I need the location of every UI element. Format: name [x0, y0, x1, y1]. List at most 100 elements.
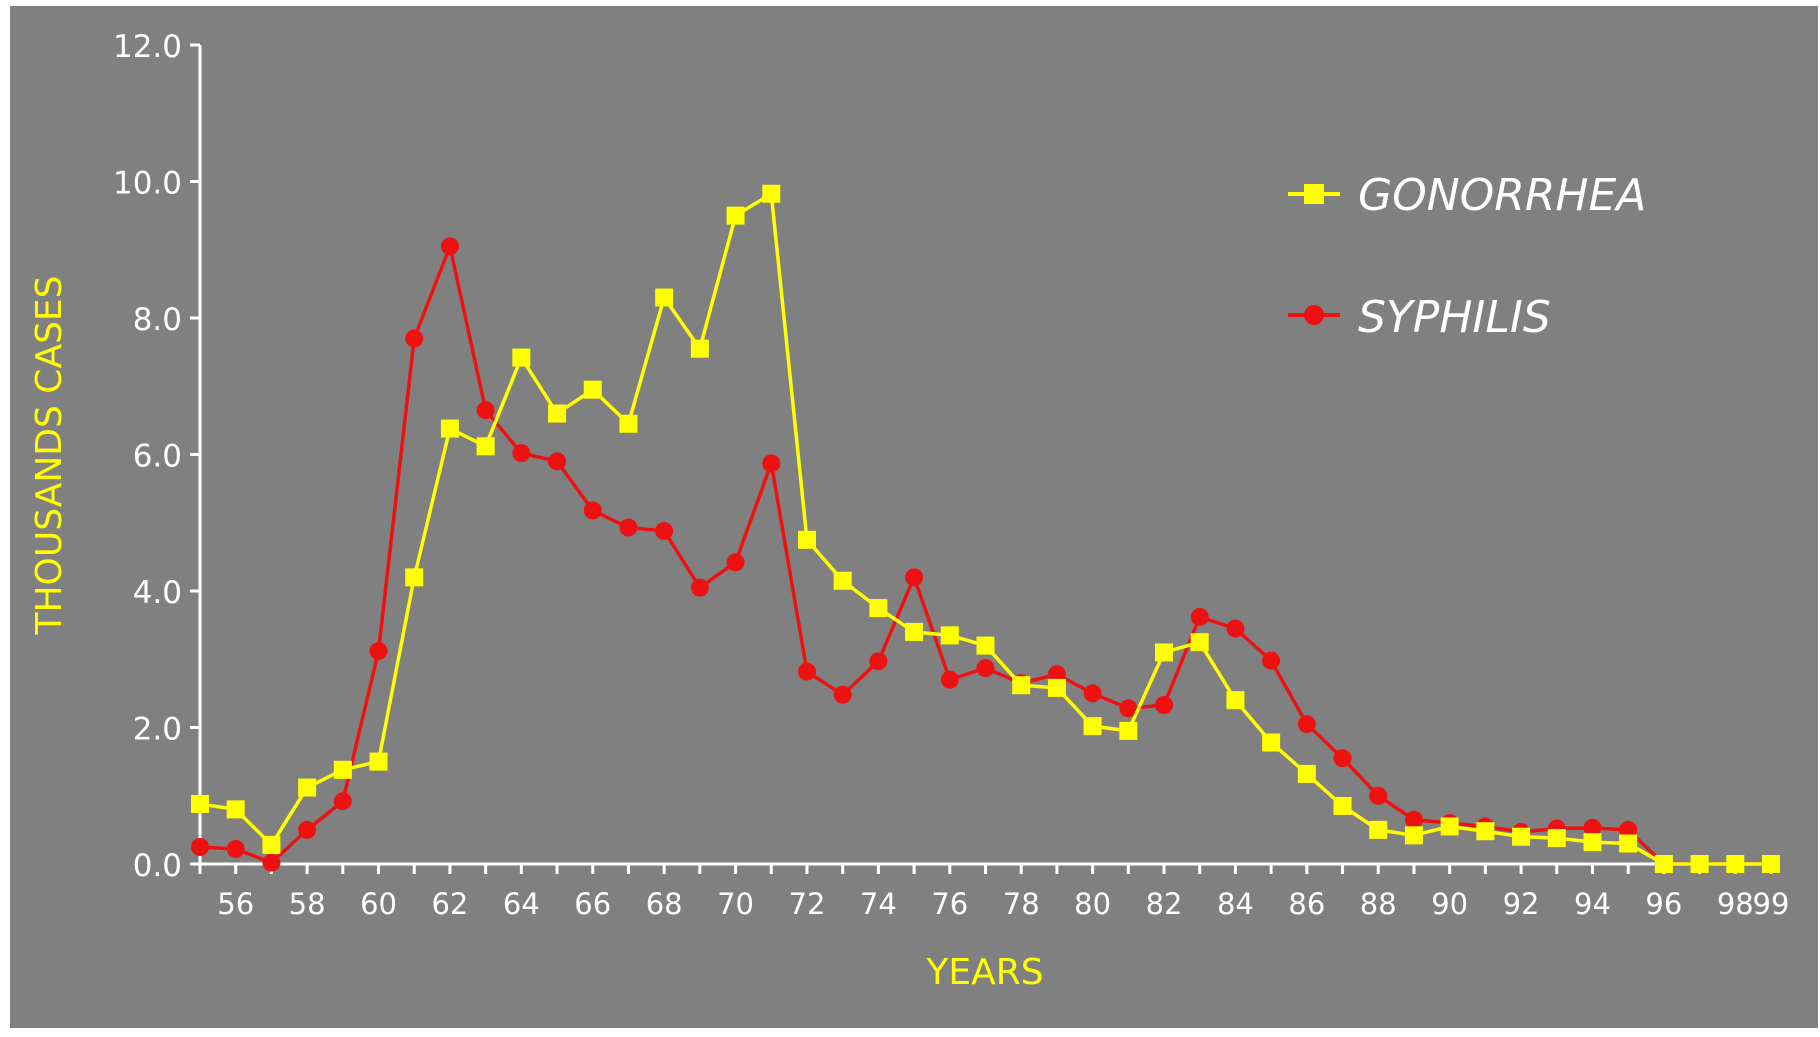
data-point-gonorrhea	[797, 530, 816, 549]
legend: GONORRHEA SYPHILIS	[1288, 170, 1646, 343]
data-point-syphilis	[1119, 699, 1138, 718]
data-point-syphilis	[1404, 810, 1423, 829]
x-tick-label: 62	[431, 887, 468, 921]
x-tick-label: 70	[717, 887, 754, 921]
x-tick-label: 92	[1503, 887, 1540, 921]
data-point-gonorrhea	[655, 288, 674, 307]
data-point-syphilis	[440, 237, 459, 256]
data-point-gonorrhea	[1262, 733, 1281, 752]
data-point-gonorrhea	[1726, 855, 1745, 873]
data-point-gonorrhea	[619, 414, 638, 433]
data-point-syphilis	[583, 501, 602, 520]
data-point-gonorrhea	[1297, 764, 1316, 783]
data-point-gonorrhea	[512, 348, 531, 367]
y-tick-label: 10.0	[113, 166, 182, 202]
data-point-gonorrhea	[1476, 822, 1495, 841]
data-point-gonorrhea	[690, 339, 709, 358]
legend-marker-square	[1304, 184, 1324, 204]
data-point-syphilis	[869, 652, 888, 671]
y-axis: 0.0 2.0 4.0 6.0 8.0 10.0 12.0	[113, 29, 202, 884]
chart-background	[10, 6, 1818, 1028]
data-point-syphilis	[1226, 619, 1245, 638]
x-tick-label: 60	[360, 887, 397, 921]
x-tick-label: 82	[1146, 887, 1183, 921]
data-point-syphilis	[833, 685, 852, 704]
data-point-gonorrhea	[1155, 643, 1174, 662]
data-point-gonorrhea	[548, 404, 567, 423]
y-tick-label: 0.0	[133, 848, 182, 884]
data-point-gonorrhea	[226, 800, 245, 819]
data-point-syphilis	[1369, 786, 1388, 805]
data-point-gonorrhea	[1190, 633, 1209, 652]
data-point-syphilis	[1083, 684, 1102, 703]
data-point-syphilis	[1155, 695, 1174, 714]
data-point-gonorrhea	[1440, 817, 1459, 836]
data-point-syphilis	[940, 670, 959, 689]
data-point-gonorrhea	[833, 571, 852, 590]
data-point-syphilis	[1619, 820, 1638, 839]
x-tick-label: 94	[1574, 887, 1611, 921]
legend-label-syphilis: SYPHILIS	[1358, 292, 1551, 343]
data-point-syphilis	[797, 662, 816, 681]
data-point-gonorrhea	[333, 760, 352, 779]
x-tick-label: 78	[1003, 887, 1040, 921]
legend-item-syphilis: SYPHILIS	[1288, 292, 1551, 343]
x-tick-label: 56	[217, 887, 254, 921]
x-tick-label: 76	[931, 887, 968, 921]
x-tick-label: 64	[503, 887, 540, 921]
data-point-gonorrhea	[1226, 691, 1245, 710]
x-tick-label: 96	[1645, 887, 1682, 921]
data-point-syphilis	[369, 642, 388, 661]
data-point-gonorrhea	[940, 626, 959, 645]
data-point-gonorrhea	[1512, 827, 1531, 846]
data-point-syphilis	[476, 401, 495, 420]
x-tick-label: 58	[289, 887, 326, 921]
data-point-gonorrhea	[1619, 834, 1638, 853]
data-point-gonorrhea	[1690, 855, 1709, 873]
data-point-gonorrhea	[1083, 717, 1102, 736]
data-point-gonorrhea	[1012, 676, 1031, 695]
data-point-syphilis	[619, 518, 638, 537]
data-point-syphilis	[1297, 715, 1316, 734]
legend-item-gonorrhea: GONORRHEA	[1288, 170, 1646, 221]
data-point-gonorrhea	[298, 778, 317, 797]
series-layer	[191, 184, 1780, 873]
legend-marker-circle	[1304, 305, 1324, 325]
y-tick-label: 4.0	[133, 575, 182, 611]
data-point-gonorrhea	[191, 794, 209, 813]
x-axis-label: YEARS	[925, 952, 1043, 993]
data-point-gonorrhea	[1119, 721, 1138, 740]
data-point-syphilis	[191, 837, 209, 856]
x-tick-label: 84	[1217, 887, 1254, 921]
y-tick-label: 12.0	[113, 29, 182, 65]
data-point-syphilis	[1262, 651, 1281, 670]
data-point-gonorrhea	[1047, 678, 1066, 697]
data-point-syphilis	[655, 521, 674, 540]
legend-label-gonorrhea: GONORRHEA	[1358, 170, 1646, 221]
data-point-syphilis	[1047, 665, 1066, 684]
data-point-gonorrhea	[405, 568, 424, 587]
data-point-syphilis	[762, 454, 781, 473]
data-point-gonorrhea	[1333, 796, 1352, 815]
data-point-syphilis	[905, 568, 924, 587]
x-tick-label: 80	[1074, 887, 1111, 921]
data-point-gonorrhea	[440, 419, 459, 438]
data-point-syphilis	[226, 839, 245, 858]
x-tick-label: 88	[1360, 887, 1397, 921]
data-point-gonorrhea	[583, 380, 602, 399]
data-point-syphilis	[1190, 607, 1209, 626]
data-point-syphilis	[333, 792, 352, 811]
data-point-syphilis	[1333, 749, 1352, 768]
x-tick-label: 86	[1288, 887, 1325, 921]
data-point-gonorrhea	[262, 835, 281, 854]
x-tick-label: 74	[860, 887, 897, 921]
y-tick-label: 2.0	[133, 712, 182, 748]
data-point-gonorrhea	[726, 206, 745, 225]
x-tick-label: 90	[1431, 887, 1468, 921]
x-tick-label: 99	[1753, 887, 1790, 921]
data-point-syphilis	[512, 444, 531, 463]
y-tick-label: 8.0	[133, 302, 182, 338]
data-point-gonorrhea	[476, 437, 495, 456]
data-point-gonorrhea	[1762, 855, 1780, 873]
